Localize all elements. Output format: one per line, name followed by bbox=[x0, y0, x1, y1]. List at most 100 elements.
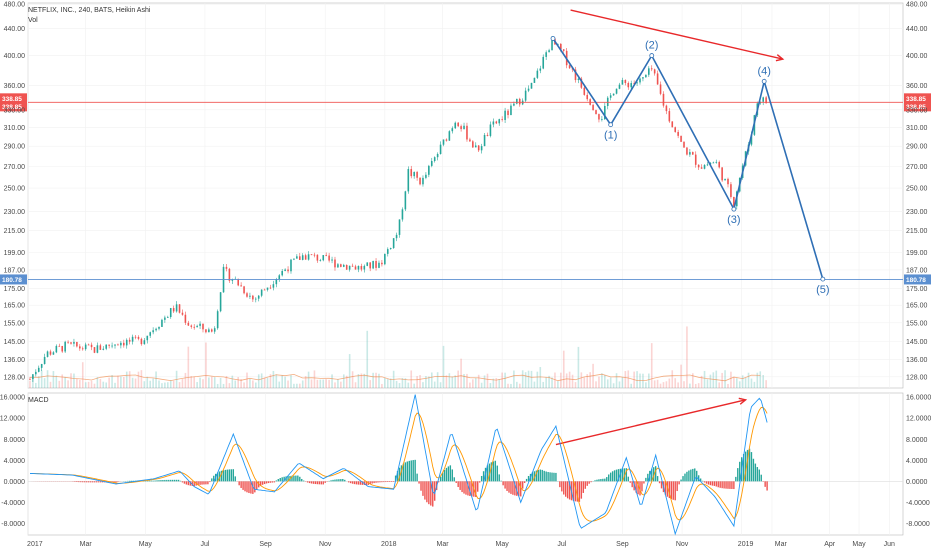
volume-bar bbox=[627, 370, 630, 388]
macd-histogram-bar bbox=[285, 476, 287, 482]
macd-histogram-bar bbox=[320, 481, 322, 485]
candle-body bbox=[87, 344, 90, 346]
candle-body bbox=[108, 344, 110, 346]
volume-bar bbox=[143, 381, 146, 388]
candle-body bbox=[501, 119, 503, 120]
macd-histogram-bar bbox=[680, 479, 682, 482]
volume-bar bbox=[43, 378, 46, 388]
level-label: 338.85 bbox=[906, 96, 926, 103]
macd-histogram-bar bbox=[85, 481, 88, 483]
candle-body bbox=[636, 82, 638, 84]
candle-body bbox=[322, 255, 325, 261]
trend-arrows bbox=[555, 9, 785, 446]
macd-histogram-bar bbox=[408, 460, 410, 482]
macd-histogram-bar bbox=[447, 466, 450, 482]
macd-histogram-bar bbox=[754, 463, 757, 482]
macd-histogram-bar bbox=[189, 481, 191, 486]
volume-bar bbox=[152, 378, 154, 388]
volume-bar bbox=[386, 379, 389, 388]
macd-histogram-bar bbox=[527, 475, 530, 482]
macd-histogram-bar bbox=[418, 481, 420, 484]
macd-histogram-bar bbox=[561, 481, 563, 492]
macd-histogram-bar bbox=[588, 481, 590, 484]
candle-body bbox=[615, 88, 618, 94]
volume-bar bbox=[254, 382, 257, 388]
macd-line bbox=[30, 394, 768, 536]
candle-body bbox=[621, 79, 624, 85]
candle-body bbox=[304, 255, 307, 260]
candle-body bbox=[193, 326, 196, 328]
volume-bar bbox=[747, 372, 750, 388]
macd-histogram-bar bbox=[387, 481, 389, 482]
price-tick-left: 136.00 bbox=[4, 357, 26, 364]
volume-bar bbox=[275, 374, 278, 388]
candle-body bbox=[278, 275, 281, 280]
volume-bar bbox=[93, 383, 96, 388]
volume-bar bbox=[202, 379, 204, 388]
volume-bar bbox=[489, 383, 492, 388]
candle-body bbox=[474, 145, 477, 148]
volume-bar bbox=[199, 377, 201, 388]
macd-histogram-bar bbox=[209, 481, 211, 483]
volume-bar bbox=[674, 378, 677, 388]
macd-histogram-bar bbox=[207, 481, 209, 485]
candle-body bbox=[416, 172, 418, 178]
price-tick-left: 128.00 bbox=[4, 374, 26, 381]
candle-body bbox=[199, 323, 201, 326]
volume-bar bbox=[530, 370, 533, 388]
candle-body bbox=[648, 68, 650, 75]
candle-body bbox=[539, 68, 542, 71]
macd-histogram-bar bbox=[553, 472, 555, 482]
volume-bar bbox=[378, 373, 380, 388]
volume-bar bbox=[257, 374, 260, 388]
price-tick-left: 165.00 bbox=[4, 303, 26, 310]
volume-bar bbox=[263, 377, 266, 388]
time-tick: Mar bbox=[80, 541, 93, 548]
macd-histogram-bar bbox=[582, 481, 585, 493]
volume-bar bbox=[123, 377, 125, 388]
price-tick-right: 187.00 bbox=[906, 267, 928, 274]
macd-tick-left: -8.0000 bbox=[1, 521, 25, 528]
macd-histogram-bar bbox=[226, 469, 229, 482]
macd-histogram-bar bbox=[347, 481, 350, 483]
macd-histogram-bar bbox=[271, 481, 274, 483]
candle-body bbox=[413, 172, 415, 177]
candle-body bbox=[680, 135, 682, 142]
macd-histogram-bar bbox=[369, 481, 371, 485]
macd-histogram-bar bbox=[160, 480, 162, 482]
macd-label: MACD bbox=[28, 397, 49, 404]
time-tick: Jul bbox=[557, 541, 566, 548]
volume-bar bbox=[454, 375, 457, 388]
macd-histogram-bar bbox=[711, 481, 714, 486]
candle-body bbox=[712, 162, 715, 164]
macd-histogram-bar bbox=[166, 479, 168, 482]
macd-histogram-bar bbox=[496, 465, 498, 482]
volume-bar bbox=[304, 376, 307, 388]
candle-body bbox=[483, 134, 486, 147]
price-tick-left: 270.00 bbox=[4, 164, 26, 171]
macd-histogram-bar bbox=[572, 481, 575, 501]
time-tick: Nov bbox=[319, 541, 332, 548]
candle-body bbox=[527, 88, 530, 91]
macd-histogram-bar bbox=[467, 481, 469, 496]
volume-bar bbox=[551, 377, 553, 388]
macd-histogram-bar bbox=[645, 477, 647, 482]
candle-body bbox=[287, 269, 289, 272]
volume-bars bbox=[29, 326, 767, 388]
volume-bar bbox=[181, 379, 184, 388]
candle-body bbox=[111, 345, 113, 347]
volume-bar bbox=[662, 382, 665, 388]
wave-node bbox=[731, 206, 737, 212]
macd-histogram-bar bbox=[463, 481, 465, 494]
macd-histogram-bar bbox=[265, 481, 268, 484]
volume-bar bbox=[381, 383, 383, 388]
volume-bar bbox=[580, 372, 583, 388]
macd-histogram-bar bbox=[541, 469, 543, 482]
macd-histogram-bar bbox=[707, 481, 710, 485]
candle-body bbox=[595, 110, 597, 115]
volume-bar bbox=[706, 379, 709, 388]
volume-bar bbox=[762, 374, 764, 388]
macd-histogram-bar bbox=[615, 469, 618, 482]
price-tick-right: 155.00 bbox=[906, 320, 928, 327]
